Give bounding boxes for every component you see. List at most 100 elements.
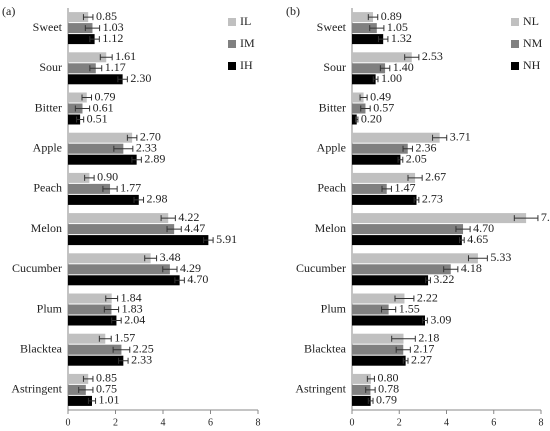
error-bar xyxy=(160,215,176,222)
error-bar xyxy=(422,317,428,324)
error-bar xyxy=(82,375,94,382)
x-tick-label: 6 xyxy=(491,417,496,428)
bar xyxy=(68,92,87,103)
bar xyxy=(68,63,96,74)
error-bar xyxy=(381,306,397,313)
bar xyxy=(68,52,107,63)
value-label: 2.70 xyxy=(140,129,161,143)
x-tick-label: 2 xyxy=(397,417,402,428)
value-label: 0.20 xyxy=(361,111,382,125)
error-bar xyxy=(407,174,423,181)
error-bar xyxy=(112,346,131,353)
error-bar xyxy=(166,226,182,233)
error-bar xyxy=(366,375,375,382)
value-label: 1.17 xyxy=(105,60,126,74)
value-label: 4.70 xyxy=(187,272,208,286)
value-label: 4.70 xyxy=(473,221,494,235)
value-label: 3.71 xyxy=(450,129,471,143)
value-label: 5.91 xyxy=(216,232,237,246)
panel-label: (a) xyxy=(2,4,15,18)
error-bar xyxy=(78,386,94,393)
error-bar xyxy=(113,145,134,152)
error-bar xyxy=(397,156,404,163)
value-label: 2.33 xyxy=(131,352,152,366)
value-label: 1.57 xyxy=(114,330,135,344)
error-bar xyxy=(359,94,368,101)
error-bar xyxy=(365,386,376,393)
error-bar xyxy=(76,116,85,123)
value-label: 2.33 xyxy=(136,140,157,154)
legend-label: IL xyxy=(240,14,251,28)
error-bar xyxy=(360,105,371,112)
category-label: Peach xyxy=(33,181,62,195)
bar xyxy=(68,23,93,34)
error-bar xyxy=(131,156,142,163)
error-bar xyxy=(89,65,103,72)
value-label: 0.51 xyxy=(87,111,108,125)
value-label: 0.79 xyxy=(376,393,397,407)
category-label: Cucumber xyxy=(12,261,62,275)
bar xyxy=(352,143,408,154)
value-label: 0.90 xyxy=(97,170,118,184)
bar xyxy=(352,194,417,205)
category-label: Sweet xyxy=(33,20,63,34)
bar xyxy=(352,333,404,344)
value-label: 2.89 xyxy=(144,151,165,165)
bar xyxy=(68,172,90,183)
value-label: 1.77 xyxy=(120,181,141,195)
error-bar xyxy=(395,346,411,353)
value-label: 1.40 xyxy=(393,60,414,74)
bar xyxy=(68,315,117,326)
error-bar xyxy=(105,295,119,302)
error-bar xyxy=(402,357,409,364)
error-bar xyxy=(379,65,391,72)
value-label: 2.98 xyxy=(147,192,168,206)
category-label: Astringent xyxy=(295,382,346,396)
category-label: Sour xyxy=(323,60,346,74)
bar xyxy=(68,384,86,395)
bar xyxy=(352,92,364,103)
value-label: 0.75 xyxy=(96,382,117,396)
bar xyxy=(68,395,92,406)
value-label: 2.04 xyxy=(124,312,145,326)
error-bar xyxy=(74,105,91,112)
category-label: Sweet xyxy=(317,20,347,34)
error-bar xyxy=(98,335,112,342)
bar xyxy=(352,34,384,45)
error-bar xyxy=(443,266,459,273)
value-label: 1.61 xyxy=(115,49,136,63)
x-tick-label: 8 xyxy=(256,417,261,428)
bar xyxy=(352,23,377,34)
legend-label: NM xyxy=(523,36,543,50)
value-label: 1.47 xyxy=(394,181,415,195)
x-tick-label: 6 xyxy=(208,417,213,428)
value-label: 1.01 xyxy=(99,393,120,407)
error-bar xyxy=(82,14,94,21)
legend-swatch xyxy=(228,18,236,26)
x-tick-label: 0 xyxy=(66,417,71,428)
bar xyxy=(68,264,170,275)
error-bar xyxy=(404,54,420,61)
error-bar xyxy=(367,14,379,21)
value-label: 0.61 xyxy=(93,100,114,114)
category-label: Melon xyxy=(31,221,62,235)
category-label: Bitter xyxy=(35,100,62,114)
value-label: 4.22 xyxy=(178,210,199,224)
error-bar xyxy=(102,185,118,192)
bar xyxy=(352,373,371,384)
legend-label: NL xyxy=(523,14,539,28)
bar xyxy=(352,74,376,85)
value-label: 1.32 xyxy=(391,31,412,45)
category-label: Apple xyxy=(317,140,346,154)
error-bar xyxy=(391,335,416,342)
error-bar xyxy=(413,196,420,203)
category-label: Astringent xyxy=(11,382,62,396)
error-bar xyxy=(377,36,389,43)
bar xyxy=(68,194,139,205)
value-label: 5.33 xyxy=(490,250,511,264)
x-tick-label: 2 xyxy=(113,417,118,428)
bar xyxy=(68,224,175,235)
bar xyxy=(352,213,527,224)
category-label: Blacktea xyxy=(304,341,347,355)
